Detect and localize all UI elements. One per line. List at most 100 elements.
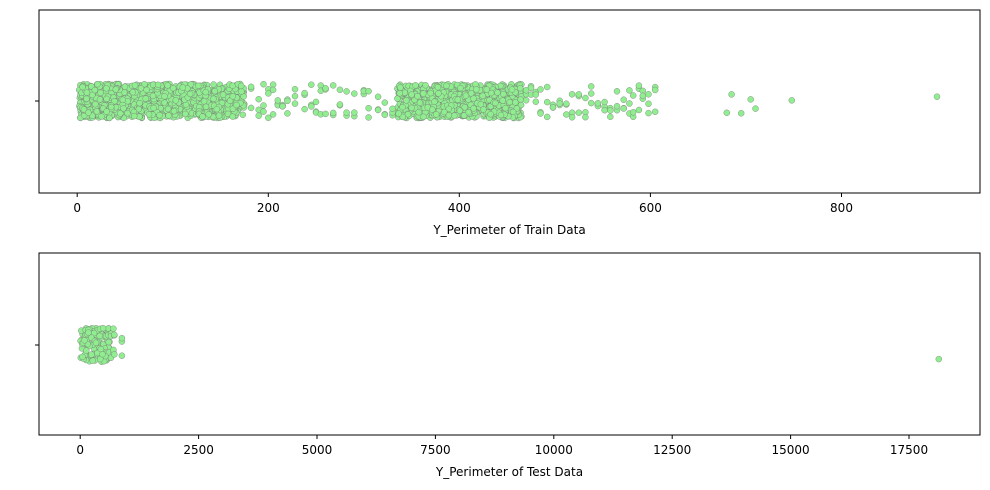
train-band-1-point — [429, 106, 436, 113]
train-point — [301, 105, 308, 113]
train-point — [274, 97, 281, 104]
train-band-0-point — [229, 93, 237, 100]
test-x-tick-label: 0 — [76, 443, 84, 457]
train-band-0-point — [161, 93, 168, 100]
train-point — [308, 103, 315, 110]
train-point — [365, 104, 372, 112]
train-band-0-point — [96, 96, 104, 103]
train-band-0-point — [129, 88, 137, 96]
train-point — [588, 83, 595, 90]
train-band-0-point — [215, 112, 223, 119]
train-point — [601, 98, 608, 106]
train-band-0-point — [143, 86, 150, 94]
train-band-1-point — [509, 108, 517, 116]
train-band-0-point — [238, 88, 245, 95]
train-band-1-point — [457, 84, 464, 92]
test-band-0-point — [83, 347, 90, 354]
train-point — [563, 111, 570, 118]
train-band-0-point — [211, 87, 219, 95]
train-band-1-point — [443, 82, 450, 90]
train-point — [365, 87, 372, 95]
train-band-0-point — [200, 98, 208, 105]
train-band-0-point — [164, 82, 171, 89]
train-band-1-point — [500, 90, 507, 98]
train-point — [620, 96, 627, 103]
train-point — [336, 101, 344, 108]
train-point — [343, 88, 350, 95]
test-band-0-point — [92, 339, 100, 346]
train-band-1-point — [399, 103, 406, 111]
test-band-0-point — [99, 351, 106, 358]
train-band-0-point — [182, 110, 189, 118]
train-band-0-point — [154, 81, 162, 89]
train-band-0-point — [117, 110, 124, 117]
test-x-tick-label: 2500 — [183, 443, 214, 457]
train-point — [723, 109, 730, 117]
train-point — [537, 110, 544, 117]
train-band-0-point — [97, 89, 104, 97]
train-band-0-point — [103, 85, 110, 92]
train-point — [260, 102, 267, 109]
train-band-0-point — [199, 113, 206, 120]
test-band-0-point — [89, 357, 96, 364]
train-band-0-point — [131, 82, 139, 89]
train-band-1-point — [461, 104, 468, 111]
train-band-0-point — [179, 84, 187, 91]
train-band-0-point — [213, 105, 221, 113]
train-point — [594, 100, 602, 107]
test-band-0-point — [99, 325, 107, 332]
train-band-1-point — [506, 98, 513, 106]
train-band-0-point — [119, 96, 127, 104]
train-band-0-point — [136, 99, 143, 107]
train-band-0-point — [205, 111, 212, 118]
train-point — [260, 108, 267, 115]
train-x-tick-label: 400 — [448, 201, 471, 215]
test-x-tick-label: 7500 — [420, 443, 451, 457]
train-point — [322, 110, 329, 118]
train-point — [645, 109, 652, 117]
train-band-0-point — [172, 97, 180, 104]
test-x-tick-label: 15000 — [772, 443, 810, 457]
train-point — [630, 92, 637, 99]
train-band-0-point — [195, 82, 202, 90]
train-point — [247, 104, 255, 112]
train-band-0-point — [112, 86, 120, 93]
train-band-1-point — [397, 84, 404, 91]
train-band-0-point — [210, 95, 217, 103]
test-point — [111, 351, 118, 358]
train-point — [933, 93, 941, 100]
test-strip-plot: 0 2500 5000 7500 10000 12500 15000 17500 Y_Peri… — [35, 252, 981, 479]
train-point — [269, 111, 277, 118]
train-band-1-point — [427, 89, 434, 97]
train-band-0-point — [121, 83, 129, 90]
train-band-1-point — [477, 101, 484, 108]
train-point — [351, 90, 358, 97]
train-band-0-point — [103, 95, 110, 103]
train-point — [322, 85, 329, 92]
test-band-0-point — [81, 337, 88, 344]
train-point — [626, 87, 633, 94]
train-point — [652, 86, 659, 94]
train-x-axis-label: Y_Perimeter of Train Data — [432, 223, 585, 237]
train-band-1-point — [465, 108, 472, 116]
train-band-0-point — [141, 80, 148, 88]
test-x-tick-label: 10000 — [535, 443, 573, 457]
train-point — [601, 106, 608, 114]
train-band-1-point — [404, 110, 412, 118]
train-point — [312, 98, 320, 106]
train-x-tick-label: 0 — [73, 201, 81, 215]
train-point — [343, 109, 350, 116]
test-plot-frame — [38, 252, 981, 436]
test-point — [118, 335, 126, 342]
train-band-0-point — [233, 101, 240, 109]
test-band-0-point — [88, 351, 95, 358]
train-point — [336, 86, 344, 94]
train-point — [728, 91, 735, 98]
train-band-0-point — [161, 99, 168, 106]
train-band-1-point — [396, 90, 403, 97]
train-point — [291, 92, 299, 100]
train-point — [291, 100, 299, 107]
train-band-0-point — [202, 103, 210, 111]
train-band-1-point — [468, 90, 475, 97]
train-band-0-point — [103, 108, 110, 115]
